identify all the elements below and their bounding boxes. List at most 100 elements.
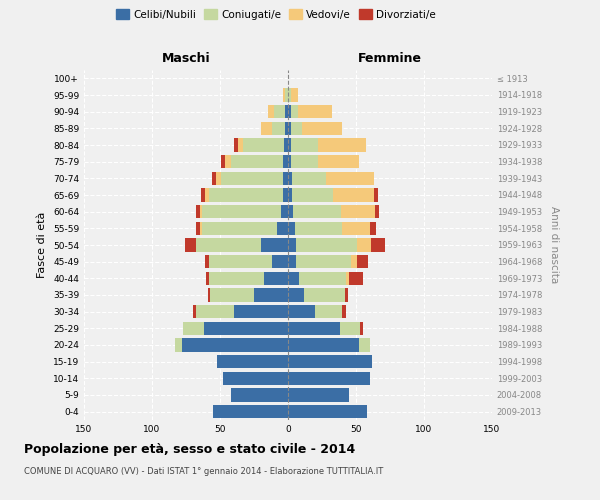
Bar [343, 305, 346, 318]
Bar [196, 205, 200, 218]
Bar [288, 288, 304, 302]
Bar [274, 105, 285, 118]
Bar [205, 188, 209, 202]
Bar [288, 138, 291, 151]
Bar [371, 238, 385, 252]
Bar [223, 372, 288, 385]
Bar [277, 222, 288, 235]
Bar [358, 255, 368, 268]
Bar [326, 172, 374, 185]
Bar [288, 205, 293, 218]
Bar [254, 288, 288, 302]
Bar [298, 105, 332, 118]
Bar [221, 172, 283, 185]
Bar [288, 122, 291, 135]
Bar [299, 272, 346, 285]
Bar [302, 122, 343, 135]
Bar [243, 138, 284, 151]
Bar [209, 272, 263, 285]
Bar [201, 188, 205, 202]
Bar [359, 338, 370, 351]
Y-axis label: Anni di nascita: Anni di nascita [549, 206, 559, 284]
Bar [288, 172, 292, 185]
Bar [288, 338, 359, 351]
Bar [288, 155, 291, 168]
Bar [202, 205, 281, 218]
Bar [374, 188, 378, 202]
Bar [205, 255, 209, 268]
Bar [288, 272, 299, 285]
Bar [350, 255, 358, 268]
Bar [349, 272, 363, 285]
Bar [233, 305, 288, 318]
Bar [341, 205, 375, 218]
Bar [285, 88, 288, 102]
Bar [292, 172, 326, 185]
Bar [182, 338, 288, 351]
Bar [209, 188, 283, 202]
Bar [221, 155, 226, 168]
Bar [206, 272, 209, 285]
Text: COMUNE DI ACQUARO (VV) - Dati ISTAT 1° gennaio 2014 - Elaborazione TUTTITALIA.IT: COMUNE DI ACQUARO (VV) - Dati ISTAT 1° g… [24, 468, 383, 476]
Bar [196, 222, 200, 235]
Bar [261, 238, 288, 252]
Text: Maschi: Maschi [161, 52, 211, 65]
Bar [238, 138, 243, 151]
Bar [315, 305, 343, 318]
Bar [261, 122, 272, 135]
Bar [281, 205, 288, 218]
Bar [263, 272, 288, 285]
Bar [291, 88, 298, 102]
Bar [231, 388, 288, 402]
Bar [285, 122, 288, 135]
Bar [231, 155, 283, 168]
Bar [288, 305, 315, 318]
Bar [272, 122, 285, 135]
Bar [375, 205, 379, 218]
Bar [183, 322, 203, 335]
Bar [200, 222, 202, 235]
Bar [295, 222, 343, 235]
Bar [296, 238, 358, 252]
Bar [268, 105, 274, 118]
Bar [291, 122, 302, 135]
Bar [333, 188, 374, 202]
Bar [285, 105, 288, 118]
Bar [360, 322, 363, 335]
Bar [296, 255, 350, 268]
Bar [288, 322, 340, 335]
Bar [283, 172, 288, 185]
Bar [288, 255, 296, 268]
Bar [284, 138, 288, 151]
Text: Femmine: Femmine [358, 52, 422, 65]
Bar [209, 255, 272, 268]
Bar [203, 322, 288, 335]
Bar [318, 155, 359, 168]
Bar [288, 222, 295, 235]
Bar [283, 88, 285, 102]
Bar [346, 272, 349, 285]
Y-axis label: Fasce di età: Fasce di età [37, 212, 47, 278]
Bar [185, 238, 196, 252]
Bar [217, 355, 288, 368]
Bar [291, 138, 318, 151]
Bar [318, 138, 365, 151]
Bar [370, 222, 376, 235]
Bar [288, 372, 370, 385]
Bar [288, 355, 373, 368]
Bar [291, 105, 298, 118]
Bar [304, 288, 345, 302]
Bar [288, 388, 349, 402]
Bar [196, 305, 233, 318]
Bar [202, 222, 277, 235]
Bar [288, 405, 367, 418]
Bar [193, 305, 196, 318]
Bar [226, 155, 231, 168]
Bar [200, 205, 202, 218]
Bar [293, 205, 341, 218]
Bar [345, 288, 348, 302]
Bar [272, 255, 288, 268]
Bar [216, 172, 221, 185]
Bar [288, 238, 296, 252]
Bar [233, 138, 238, 151]
